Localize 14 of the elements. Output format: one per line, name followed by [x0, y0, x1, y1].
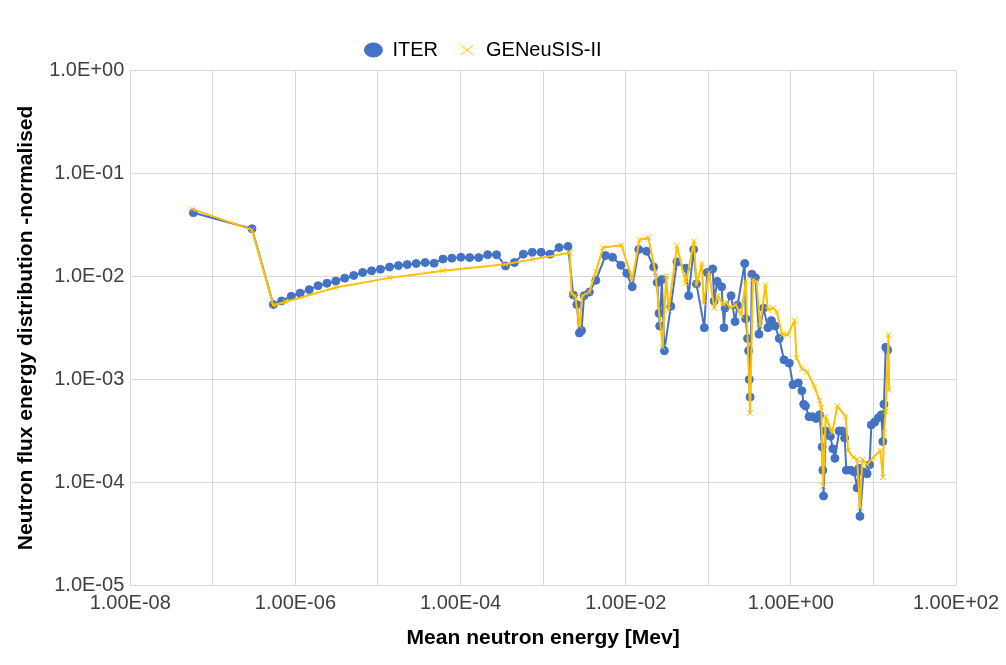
x-tick-label: 1.00E-02	[585, 591, 667, 614]
legend-label: GENeuSIS-II	[485, 37, 602, 60]
y-tick-label: 1.0E-02	[54, 263, 125, 286]
y-tick-label: 1.0E-03	[54, 367, 125, 389]
x-axis-title: Mean neutron energy [Mev]	[406, 625, 680, 649]
y-tick-label: 1.0E-04	[54, 470, 125, 493]
y-tick-label: 1.0E+00	[49, 57, 125, 80]
x-tick-label: 1.00E+02	[912, 591, 1000, 614]
y-axis-title: Neutron flux energy distribution -normalised	[13, 105, 37, 551]
x-tick-label: 1.00E-04	[419, 591, 502, 614]
y-tick-label: 1.0E-01	[54, 160, 125, 183]
x-tick-label: 1.00E-06	[254, 591, 336, 614]
legend-label: ITER	[392, 37, 438, 60]
x-tick-label: 1.00E+00	[747, 591, 834, 614]
